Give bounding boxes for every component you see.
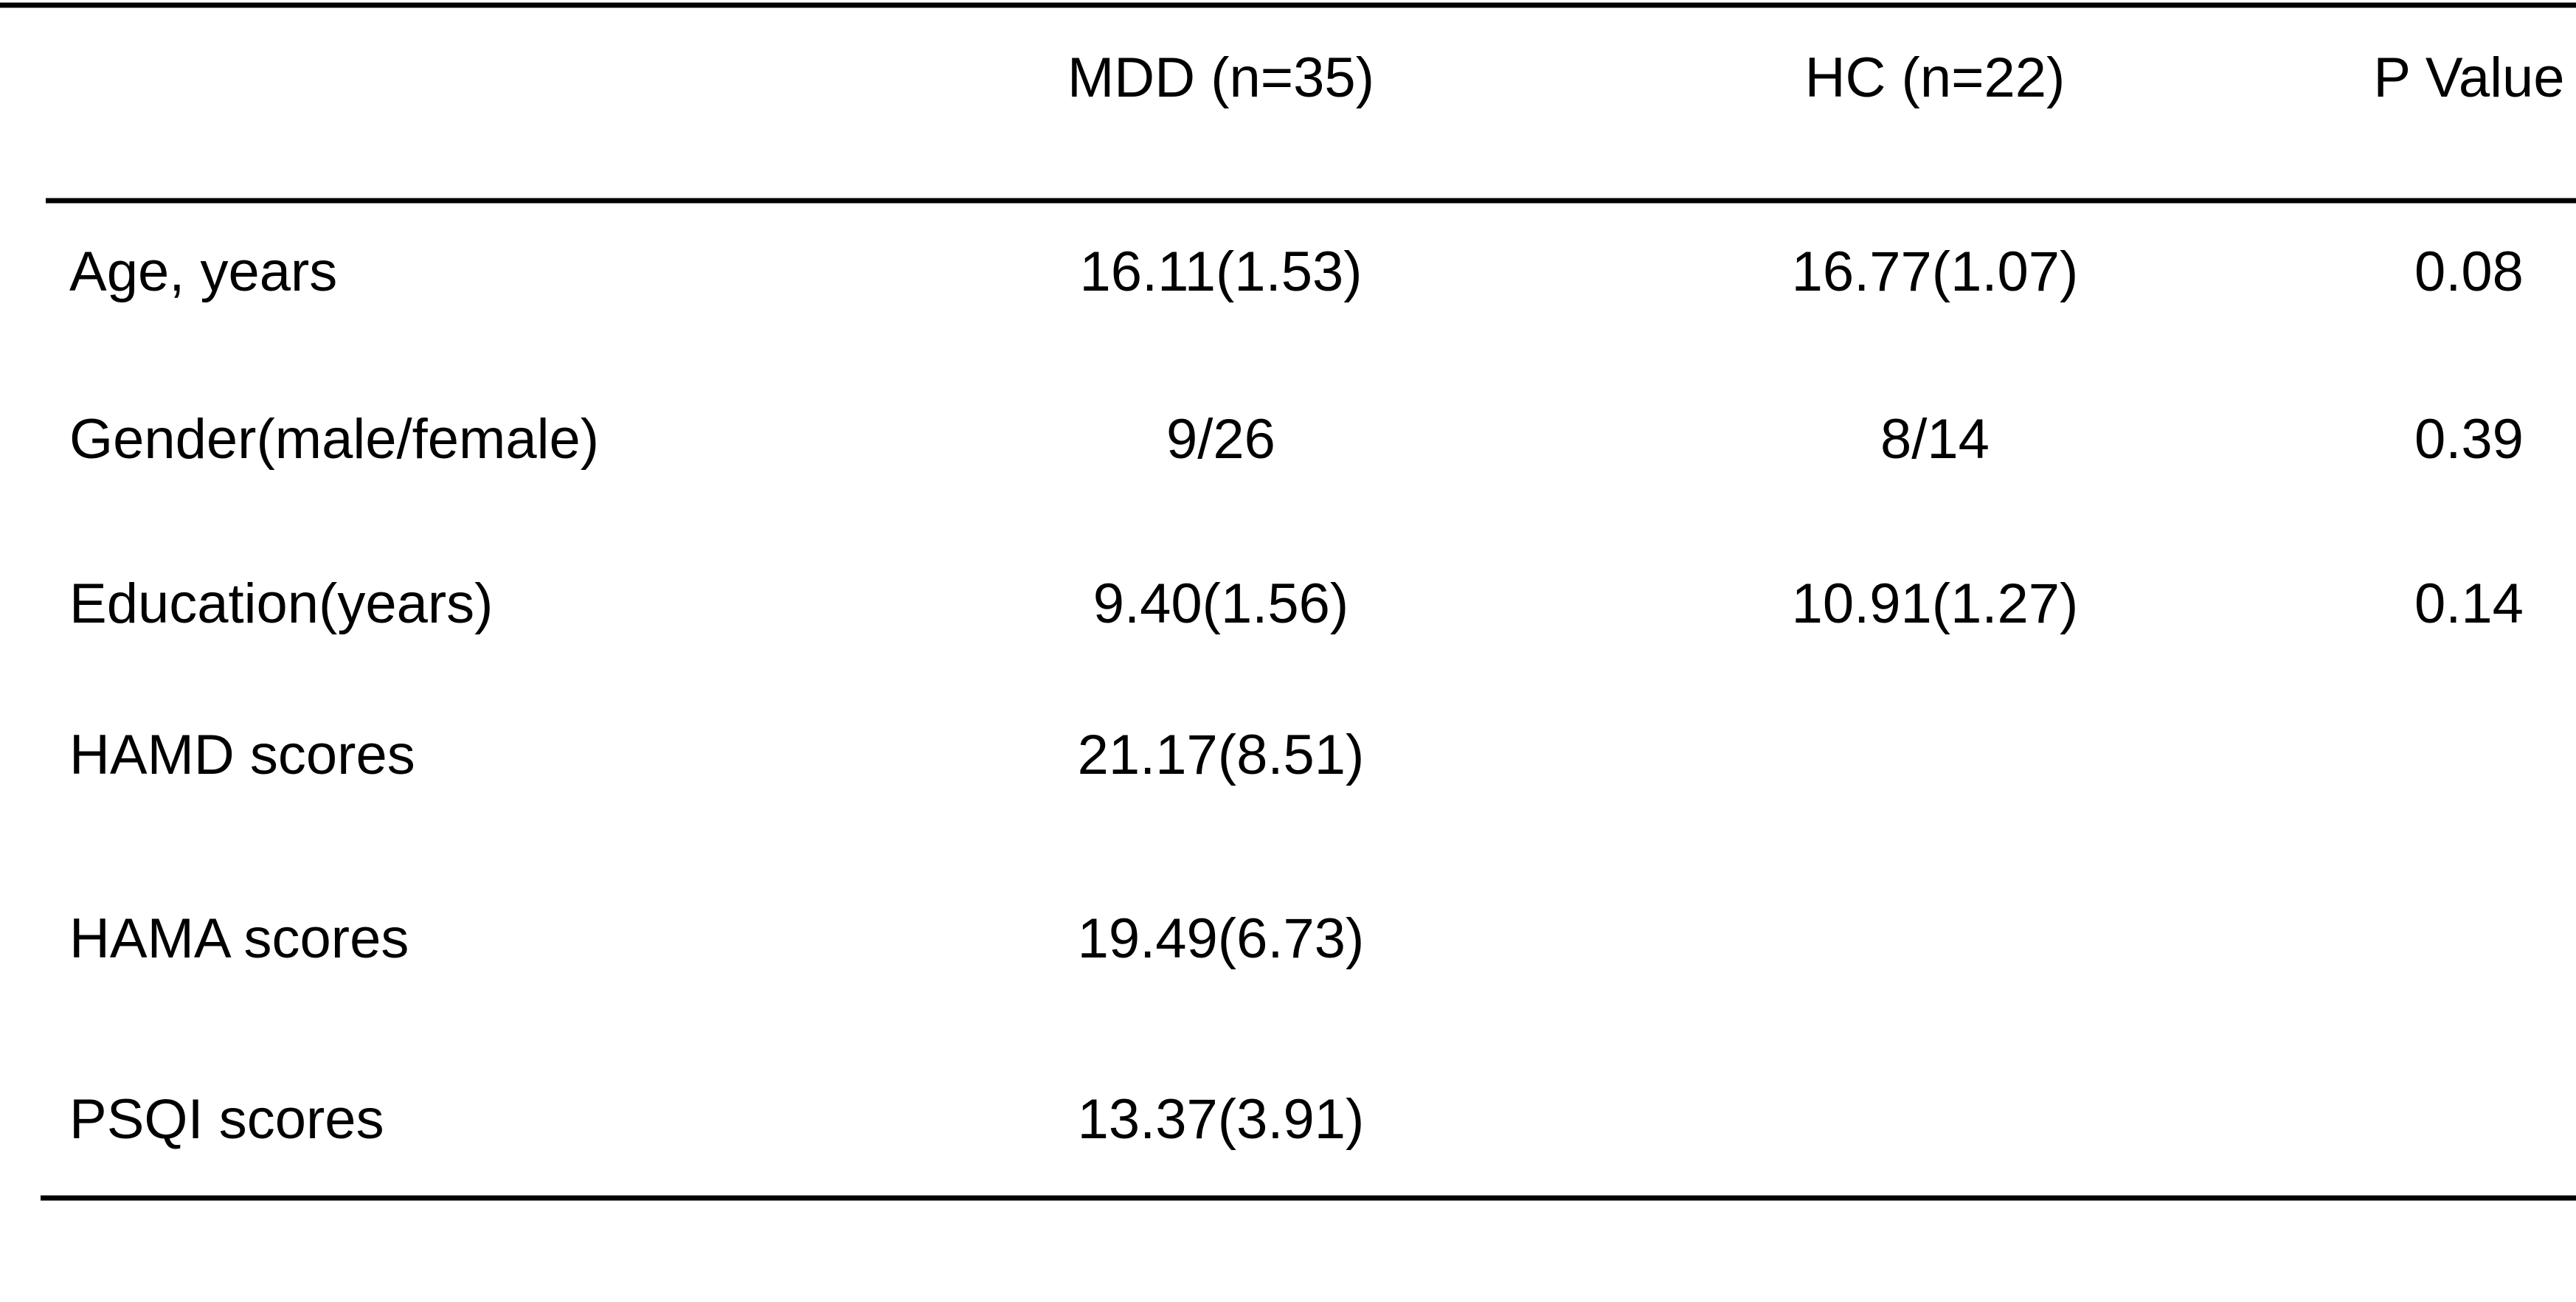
cell: 8/14 bbox=[1880, 408, 1990, 471]
cell: 16.77(1.07) bbox=[1792, 240, 2079, 303]
row-label: HAMD scores bbox=[69, 724, 415, 786]
cell: 19.49(6.73) bbox=[1078, 907, 1365, 970]
column-header: HC (n=22) bbox=[1805, 46, 2066, 109]
cell: 21.17(8.51) bbox=[1078, 724, 1365, 786]
row-label: Gender(male/female) bbox=[69, 408, 599, 471]
column-header: P Value bbox=[2373, 46, 2564, 109]
cell: 16.11(1.53) bbox=[1079, 240, 1362, 303]
column-header: MDD (n=35) bbox=[1067, 46, 1374, 109]
cell: 0.14 bbox=[2414, 572, 2524, 635]
row-label: PSQI scores bbox=[69, 1088, 384, 1151]
cell: 10.91(1.27) bbox=[1792, 572, 2079, 635]
row-label: Age, years bbox=[69, 240, 337, 303]
cell: 13.37(3.91) bbox=[1078, 1088, 1365, 1151]
cell: 9/26 bbox=[1166, 408, 1275, 471]
cell: 0.39 bbox=[2414, 408, 2524, 471]
row-label: HAMA scores bbox=[69, 907, 409, 970]
row-label: Education(years) bbox=[69, 572, 494, 635]
cell: 9.40(1.56) bbox=[1093, 572, 1348, 635]
cell: 0.08 bbox=[2414, 240, 2524, 303]
